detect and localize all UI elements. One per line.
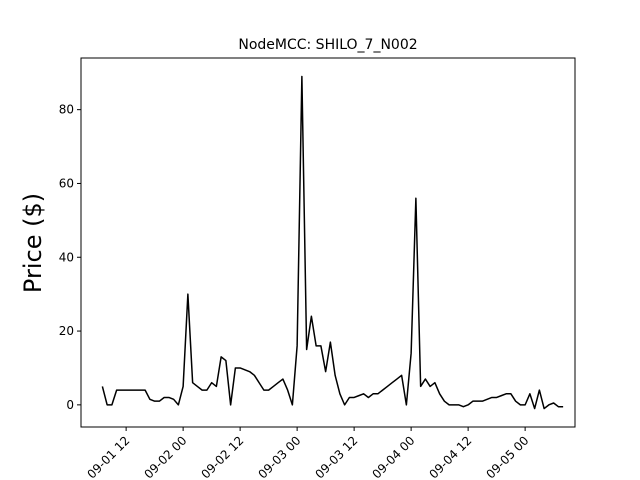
y-tick-label: 20 <box>59 324 74 338</box>
line <box>101 75 564 410</box>
plot-frame <box>80 57 576 428</box>
y-tick-label: 80 <box>59 103 74 117</box>
y-tick-label: 40 <box>59 250 74 264</box>
y-tick-label: 0 <box>66 398 74 412</box>
y-axis-label: Price ($) <box>19 193 47 293</box>
chart-title: NodeMCC: SHILO_7_N002 <box>238 37 417 53</box>
y-tick-label: 60 <box>59 176 74 190</box>
